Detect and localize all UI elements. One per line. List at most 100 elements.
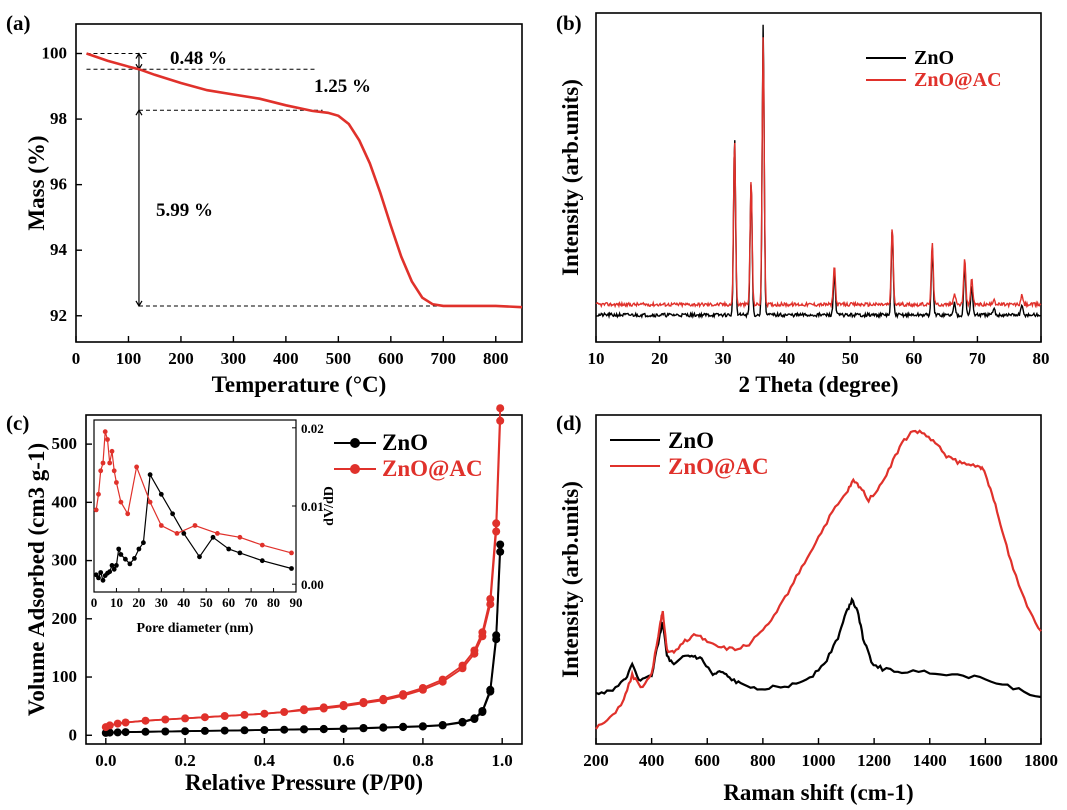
inset-point (147, 499, 153, 505)
xrd-series-zno-ac (595, 37, 1042, 309)
arrow-head (135, 300, 143, 308)
inset-point (98, 570, 104, 575)
isotherm-point (240, 726, 249, 735)
legend-label-1: ZnO@AC (668, 454, 769, 480)
inset-point (100, 577, 106, 583)
isotherm-point (438, 721, 447, 729)
isotherm-point (141, 716, 150, 725)
panel-label-d: (d) (556, 411, 582, 435)
inset-point (134, 464, 140, 470)
x-tick-label: 400 (639, 751, 665, 770)
isotherm-point (418, 722, 427, 731)
isotherm-point (470, 646, 479, 655)
tga-curve (86, 52, 523, 309)
inset-point (158, 523, 164, 528)
isotherm-point (399, 722, 408, 731)
arrow-head (135, 109, 143, 116)
legend-label-1: ZnO@AC (382, 456, 483, 482)
inset-y-tick-label: 0.00 (301, 577, 324, 592)
inset-point (118, 552, 124, 557)
isotherm-point (379, 723, 388, 732)
isotherm-point (181, 727, 190, 736)
isotherm-point (220, 726, 229, 735)
x-tick-label: 1.0 (492, 751, 513, 770)
x-axis-label: Raman shift (cm-1) (723, 780, 913, 805)
x-tick-label: 1800 (1024, 751, 1058, 770)
isotherm-point (470, 714, 479, 723)
inset-point (141, 540, 146, 546)
isotherm-point (496, 404, 505, 413)
isotherm-point (492, 519, 501, 528)
inset-point (259, 542, 265, 548)
inset-x-tick-label: 40 (177, 595, 190, 610)
inset-x-tick-label: 50 (200, 595, 213, 610)
inset-point (109, 448, 115, 454)
x-tick-label: 200 (168, 349, 194, 368)
x-tick-label: 0.2 (174, 751, 195, 770)
annotation-125: 1.25 % (314, 76, 371, 97)
isotherm-point (359, 698, 368, 706)
x-tick-label: 10 (588, 349, 605, 368)
isotherm-point (379, 694, 388, 703)
inset-point (136, 546, 142, 552)
isotherm-point (105, 721, 114, 730)
inset-point (107, 460, 113, 466)
legend-marker-0 (350, 438, 360, 448)
isotherm-point (280, 725, 289, 734)
raman-series-zno-ac (595, 429, 1042, 730)
y-tick-label: 100 (52, 667, 78, 686)
inset-point (116, 546, 122, 552)
x-axis-label: Relative Pressure (P/P0) (185, 770, 423, 795)
inset-point (259, 558, 265, 564)
x-tick-label: 70 (969, 349, 986, 368)
inset-point (192, 523, 198, 528)
inset-point (102, 429, 108, 435)
inset-y-axis-label: dV/dD (322, 486, 337, 526)
panel-b-frame (595, 12, 1042, 343)
inset-point (215, 531, 220, 536)
inset-point (170, 511, 176, 517)
legend-label-1: ZnO@AC (914, 69, 1002, 91)
x-tick-label: 100 (116, 349, 142, 368)
y-axis-label: Volume Adsorbed (cm3 g-1) (24, 443, 49, 716)
x-tick-label: 1600 (968, 751, 1002, 770)
x-tick-label: 0 (72, 349, 81, 368)
inset-x-tick-label: 30 (155, 595, 168, 610)
isotherm-point (478, 707, 487, 715)
panel-a-tga: 0 100 200 300 400 500 600 700 800 92 94 96 98 100 0.48… (24, 23, 523, 397)
isotherm-point (438, 675, 447, 684)
panel-d-raman: 200 400 600 800 1000 1200 1400 1600 1800 ZnOZnO@A… (558, 414, 1058, 805)
inset-point (98, 468, 104, 474)
inset-point (197, 554, 202, 560)
x-tick-label: 0.6 (333, 751, 354, 770)
isotherm-point (418, 684, 427, 692)
y-tick-label: 96 (50, 175, 67, 194)
panel-c-frame (85, 414, 523, 745)
inset-point (123, 556, 128, 562)
y-tick-label: 92 (50, 306, 67, 325)
inset-point (210, 534, 216, 540)
xrd-series-zno (595, 24, 1041, 320)
inset-point (118, 499, 124, 505)
inset-point (125, 511, 131, 517)
inset-point (174, 531, 180, 536)
legend-marker-1 (350, 464, 360, 474)
isotherm-point (496, 547, 505, 556)
inset-x-tick-label: 10 (110, 595, 123, 610)
isotherm-point (339, 724, 348, 733)
x-tick-label: 1400 (913, 751, 947, 770)
isotherm-point (260, 726, 269, 734)
isotherm-point (339, 701, 348, 709)
x-tick-label: 40 (778, 349, 795, 368)
x-axis-label: 2 Theta (degree) (738, 372, 898, 397)
x-tick-label: 800 (750, 751, 776, 770)
inset-point (111, 566, 117, 572)
isotherm-point (105, 728, 114, 737)
isotherm-point (161, 715, 170, 724)
inset-x-tick-label: 0 (91, 595, 98, 610)
x-tick-label: 400 (273, 349, 299, 368)
panel-label-c: (c) (6, 411, 29, 435)
